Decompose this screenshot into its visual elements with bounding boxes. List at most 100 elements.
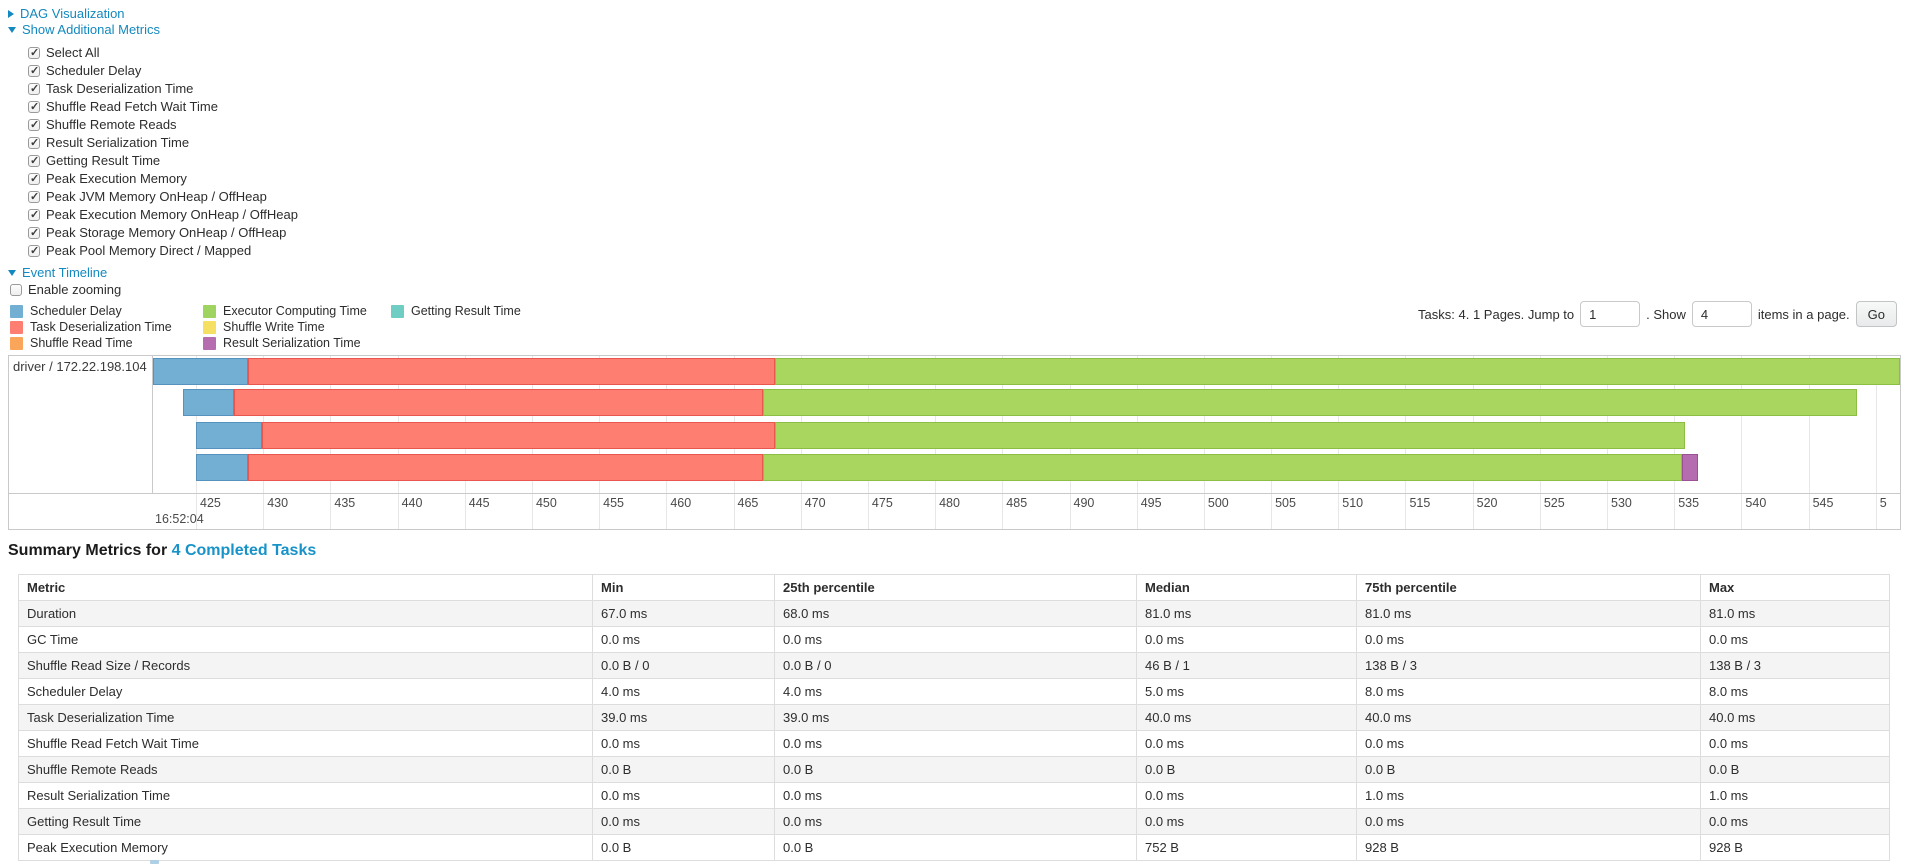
- metric-checkbox[interactable]: [28, 47, 40, 59]
- task-bar-segment-task-deserialization[interactable]: [261, 422, 776, 449]
- event-timeline-toggle[interactable]: Event Timeline: [8, 265, 298, 281]
- table-cell: 0.0 B: [1356, 756, 1701, 783]
- metric-checkbox[interactable]: [28, 209, 40, 221]
- table-cell: 138 B / 3: [1356, 652, 1701, 679]
- shuffle-write-time-swatch-icon: [203, 320, 216, 334]
- executor-group-label: driver / 172.22.198.104: [13, 359, 147, 374]
- table-cell: Result Serialization Time: [18, 782, 593, 809]
- show-additional-metrics-toggle[interactable]: Show Additional Metrics: [8, 22, 298, 38]
- table-cell: 0.0 B: [774, 834, 1137, 861]
- metric-checkbox-label: Shuffle Remote Reads: [46, 117, 177, 132]
- metric-checkbox-row: Peak Execution Memory: [8, 170, 298, 188]
- legend-item: Scheduler Delay: [10, 303, 172, 319]
- event-timeline-chart: driver / 172.22.198.104 425 430 435 440 445 4…: [8, 355, 1901, 530]
- metric-checkbox-row: Peak Pool Memory Direct / Mapped: [8, 242, 298, 260]
- task-bar-segment-scheduler-delay[interactable]: [196, 454, 249, 481]
- legend-item: Executor Computing Time: [203, 303, 367, 319]
- task-deserialization-time-swatch-icon: [10, 320, 23, 334]
- task-bar-segment-task-deserialization[interactable]: [233, 389, 764, 416]
- table-cell: 5.0 ms: [1136, 678, 1357, 705]
- metric-checkbox[interactable]: [28, 227, 40, 239]
- metric-checkbox[interactable]: [28, 245, 40, 257]
- table-cell: 1.0 ms: [1356, 782, 1701, 809]
- table-cell: Shuffle Remote Reads: [18, 756, 593, 783]
- timeline-tick-label: 470: [804, 496, 826, 510]
- legend-item: Task Deserialization Time: [10, 319, 172, 335]
- table-cell: 40.0 ms: [1700, 704, 1890, 731]
- completed-tasks-link[interactable]: 4 Completed Tasks: [171, 542, 317, 559]
- table-column-header: 25th percentile: [774, 574, 1137, 601]
- timeline-axis-separator: [9, 493, 1900, 494]
- scheduler-delay-swatch-icon: [10, 304, 23, 318]
- legend-item: Getting Result Time: [391, 303, 521, 319]
- timeline-gridline: [1808, 356, 1810, 529]
- metrics-checkbox-list: Select All Scheduler Delay Task Deserializ…: [8, 44, 298, 260]
- legend-label: Shuffle Write Time: [223, 320, 325, 334]
- task-bar-segment-executor-computing[interactable]: [763, 389, 1857, 416]
- table-cell: 0.0 ms: [774, 626, 1137, 653]
- table-cell: Getting Result Time: [18, 808, 593, 835]
- legend-label: Shuffle Read Time: [30, 336, 133, 350]
- getting-result-time-swatch-icon: [391, 304, 404, 318]
- table-row: Duration 67.0 ms 68.0 ms 81.0 ms 81.0 ms 81.0…: [18, 600, 1890, 627]
- timeline-tick-label: 445: [468, 496, 490, 510]
- table-row: Shuffle Read Fetch Wait Time 0.0 ms 0.0 ms…: [18, 730, 1890, 757]
- task-bar-segment-task-deserialization[interactable]: [248, 358, 776, 385]
- go-button[interactable]: Go: [1855, 301, 1897, 327]
- metric-checkbox[interactable]: [28, 137, 40, 149]
- task-bar-segment-executor-computing[interactable]: [775, 358, 1900, 385]
- metric-checkbox[interactable]: [28, 65, 40, 77]
- table-cell: 4.0 ms: [774, 678, 1137, 705]
- timeline-tick-label: 460: [670, 496, 692, 510]
- timeline-legend-column: Executor Computing Time Shuffle Write Tim…: [203, 303, 367, 351]
- metric-checkbox[interactable]: [28, 155, 40, 167]
- metric-checkbox[interactable]: [28, 119, 40, 131]
- items-per-page-input[interactable]: [1691, 301, 1752, 327]
- timeline-tick-label: 545: [1812, 496, 1834, 510]
- table-cell: Duration: [18, 600, 593, 627]
- legend-item: Shuffle Write Time: [203, 319, 367, 335]
- table-cell: Task Deserialization Time: [18, 704, 593, 731]
- metric-checkbox-label: Getting Result Time: [46, 153, 161, 168]
- metric-checkbox-row: Result Serialization Time: [8, 134, 298, 152]
- timeline-tick-label: 490: [1073, 496, 1095, 510]
- metric-checkbox-label: Peak Execution Memory: [46, 171, 187, 186]
- timeline-tick-label: 455: [603, 496, 625, 510]
- task-bar-segment-task-deserialization[interactable]: [248, 454, 764, 481]
- table-cell: 0.0 ms: [592, 626, 775, 653]
- timeline-tick-label: 525: [1543, 496, 1565, 510]
- metric-checkbox[interactable]: [28, 173, 40, 185]
- timeline-tick-label: 425: [200, 496, 221, 510]
- table-cell: Scheduler Delay: [18, 678, 593, 705]
- enable-zooming-checkbox[interactable]: [10, 284, 22, 296]
- task-bar-segment-executor-computing[interactable]: [775, 422, 1685, 449]
- table-column-header: Min: [592, 574, 775, 601]
- dag-visualization-link[interactable]: DAG Visualization: [20, 6, 125, 21]
- table-cell: 0.0 ms: [1700, 730, 1890, 757]
- metric-checkbox-label: Shuffle Read Fetch Wait Time: [46, 99, 218, 114]
- task-bar-segment-scheduler-delay[interactable]: [182, 389, 234, 416]
- expanded-arrow-icon: [8, 27, 16, 33]
- task-bar-segment-scheduler-delay[interactable]: [196, 422, 262, 449]
- task-bar-segment-executor-computing[interactable]: [763, 454, 1683, 481]
- event-timeline-link[interactable]: Event Timeline: [22, 265, 108, 280]
- show-additional-metrics-link[interactable]: Show Additional Metrics: [22, 22, 161, 37]
- metric-checkbox[interactable]: [28, 191, 40, 203]
- jump-to-page-input[interactable]: [1580, 301, 1641, 327]
- table-row: Task Deserialization Time 39.0 ms 39.0 ms 4…: [18, 704, 1890, 731]
- metric-checkbox[interactable]: [28, 83, 40, 95]
- task-bar-segment-result-serialization[interactable]: [1682, 454, 1699, 481]
- table-cell: 81.0 ms: [1356, 600, 1701, 627]
- table-cell: 0.0 B: [592, 756, 775, 783]
- executor-computing-time-swatch-icon: [203, 304, 216, 318]
- table-cell: 0.0 ms: [1136, 626, 1357, 653]
- timeline-axis: 425 430 435 440 445 450 455 460 465 470 475 480 485 4…: [153, 496, 1900, 512]
- metric-checkbox-label: Peak JVM Memory OnHeap / OffHeap: [46, 189, 267, 204]
- timeline-tick-label: 535: [1678, 496, 1700, 510]
- legend-label: Executor Computing Time: [223, 304, 367, 318]
- table-cell: 0.0 ms: [1356, 730, 1701, 757]
- task-bar-segment-scheduler-delay[interactable]: [153, 358, 249, 385]
- dag-visualization-toggle[interactable]: DAG Visualization: [8, 6, 298, 22]
- metric-checkbox[interactable]: [28, 101, 40, 113]
